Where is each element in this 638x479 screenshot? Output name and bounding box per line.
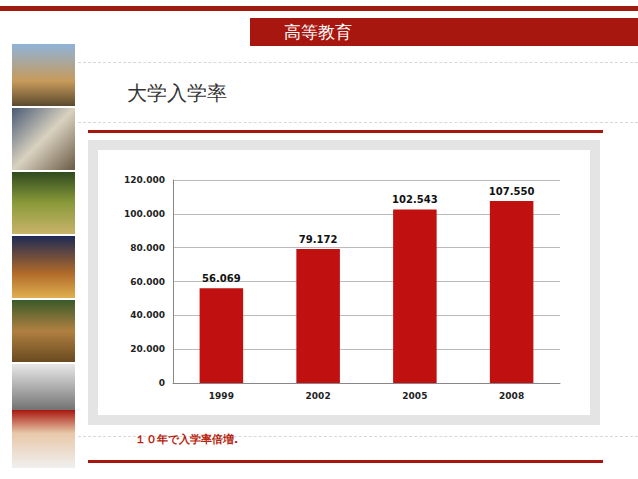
- svg-text:100.000: 100.000: [124, 209, 165, 219]
- svg-text:120.000: 120.000: [124, 175, 165, 185]
- svg-text:0: 0: [159, 378, 165, 388]
- svg-text:56.069: 56.069: [202, 273, 241, 284]
- svg-text:60.000: 60.000: [130, 277, 165, 287]
- svg-text:2005: 2005: [402, 391, 427, 401]
- svg-text:1999: 1999: [209, 391, 234, 401]
- svg-text:20.000: 20.000: [130, 344, 165, 354]
- svg-text:80.000: 80.000: [130, 243, 165, 253]
- html-text:大学入学率: 大学入学率: [127, 81, 227, 105]
- svg-text:2002: 2002: [306, 391, 331, 401]
- html-text:高等教育: 高等教育: [284, 22, 352, 42]
- svg-text:2008: 2008: [499, 391, 524, 401]
- svg-text:40.000: 40.000: [130, 310, 165, 320]
- svg-text:107.550: 107.550: [489, 186, 535, 197]
- html-text:１０年で入学率倍増.: １０年で入学率倍増.: [135, 433, 239, 446]
- svg-text:79.172: 79.172: [299, 234, 338, 245]
- svg-text:102.543: 102.543: [392, 194, 438, 205]
